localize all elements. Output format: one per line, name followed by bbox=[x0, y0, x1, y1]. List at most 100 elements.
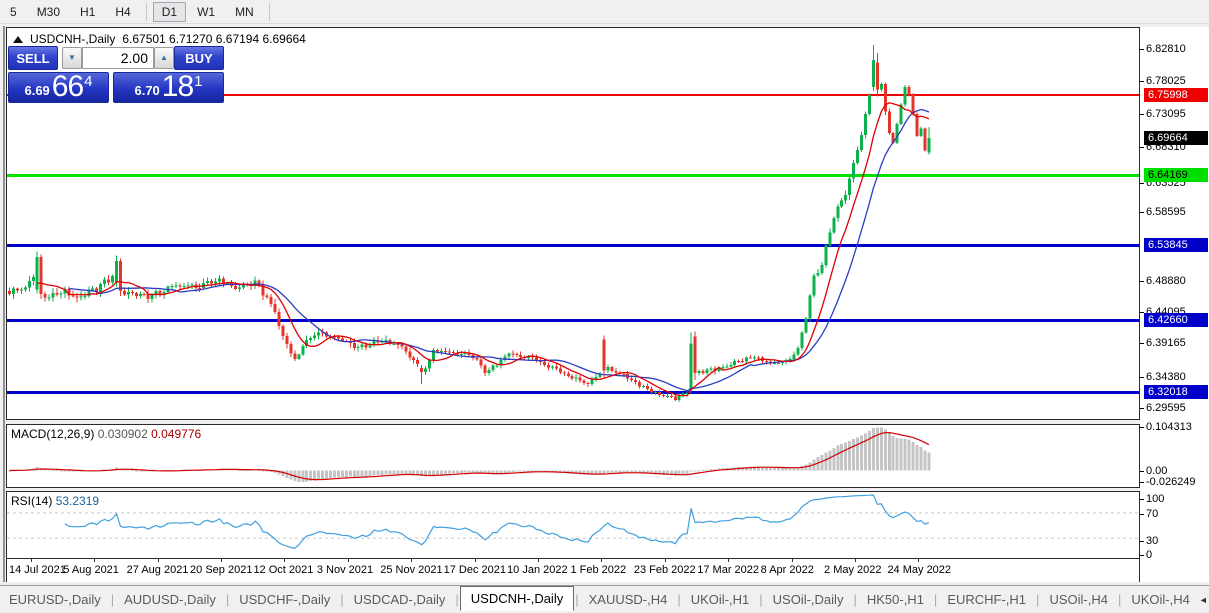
axis-tick bbox=[1140, 541, 1144, 542]
time-axis-tick bbox=[221, 559, 223, 562]
timeframe-d1-button[interactable]: D1 bbox=[152, 1, 187, 22]
horizontal-level-line bbox=[7, 319, 1139, 322]
tab-separator: | bbox=[759, 592, 763, 607]
timeframe-mn-button[interactable]: MN bbox=[235, 4, 254, 19]
chart-tab-usoil-h4[interactable]: USOil-,H4 bbox=[1049, 592, 1108, 607]
indicator-axis-label: 30 bbox=[1146, 535, 1159, 547]
time-axis-label: 27 Aug 2021 bbox=[126, 564, 189, 576]
price-chart-canvas bbox=[7, 45, 1139, 403]
chart-tab-bar: EURUSD-,Daily | AUDUSD-,Daily | USDCHF-,Dail… bbox=[0, 585, 1209, 613]
axis-tick bbox=[1140, 427, 1144, 428]
rsi-panel[interactable]: RSI(14) 53.2319 bbox=[6, 491, 1140, 559]
axis-tick bbox=[1140, 408, 1144, 409]
buy-price-pip-digit: 1 bbox=[194, 73, 203, 90]
level-price-badge: 6.53845 bbox=[1144, 237, 1208, 252]
timeframe-toolbar: 5 M30 H1 H4 D1 W1 MN bbox=[0, 0, 1209, 24]
time-axis-tick bbox=[474, 559, 476, 562]
time-axis-tick bbox=[284, 559, 286, 562]
sell-price-button[interactable]: 6.69 66 4 bbox=[8, 72, 109, 103]
macd-canvas bbox=[8, 427, 931, 483]
rsi-canvas bbox=[7, 494, 1139, 549]
volume-decrease-button[interactable]: ▼ bbox=[62, 47, 82, 69]
time-axis-label: 8 Apr 2022 bbox=[760, 564, 814, 576]
tab-separator: | bbox=[340, 592, 344, 607]
price-axis-label: 6.82810 bbox=[1146, 43, 1186, 55]
time-axis-tick bbox=[157, 559, 159, 562]
tab-separator: | bbox=[455, 592, 459, 607]
tab-separator: | bbox=[933, 592, 938, 607]
axis-tick bbox=[1140, 212, 1144, 213]
time-axis-tick bbox=[791, 559, 793, 562]
symbol-marker-icon bbox=[13, 35, 23, 43]
sell-button[interactable]: SELL bbox=[8, 46, 58, 70]
time-axis-tick bbox=[601, 559, 603, 562]
time-axis-label: 12 Oct 2021 bbox=[253, 564, 314, 576]
macd-label: MACD(12,26,9) 0.030902 0.049776 bbox=[11, 427, 201, 441]
timeframe-h4-button[interactable]: H4 bbox=[115, 4, 131, 19]
axis-tick bbox=[1140, 471, 1144, 472]
price-axis[interactable]: 6.82810 6.78025 6.73095 6.68310 6.63525 6.585… bbox=[1140, 27, 1209, 582]
timeframe-h1-button[interactable]: H1 bbox=[80, 4, 96, 19]
time-axis-label: 24 May 2022 bbox=[887, 564, 952, 576]
axis-tick bbox=[1140, 147, 1144, 148]
level-price-badge: 6.75998 bbox=[1144, 87, 1208, 102]
chart-tab-xauusd-h4[interactable]: XAUUSD-,H4 bbox=[588, 592, 668, 607]
axis-tick bbox=[1140, 377, 1144, 378]
chart-tab-usdcad-daily[interactable]: USDCAD-,Daily bbox=[353, 592, 446, 607]
volume-increase-button[interactable]: ▲ bbox=[154, 47, 174, 69]
tab-scroll-left-icon[interactable]: ◄ bbox=[1198, 594, 1208, 605]
timeframe-w1-button[interactable]: W1 bbox=[197, 4, 216, 19]
axis-tick bbox=[1140, 482, 1144, 483]
chart-tab-hk50-h1[interactable]: HK50-,H1 bbox=[866, 592, 924, 607]
macd-name: MACD(12,26,9) bbox=[11, 427, 95, 441]
buy-button[interactable]: BUY bbox=[174, 46, 224, 70]
rsi-label: RSI(14) 53.2319 bbox=[11, 494, 99, 508]
tabs-container: EURUSD-,Daily | AUDUSD-,Daily | USDCHF-,Dail… bbox=[0, 586, 1199, 611]
tab-separator: | bbox=[110, 592, 115, 607]
time-axis-tick bbox=[918, 559, 920, 562]
time-axis-tick bbox=[664, 559, 666, 562]
timeframe-m30-button[interactable]: M30 bbox=[36, 4, 61, 19]
chart-tab-eurchf-h1[interactable]: EURCHF-,H1 bbox=[947, 592, 1027, 607]
indicator-axis-label: -0.026249 bbox=[1146, 476, 1196, 488]
price-axis-label: 6.39165 bbox=[1146, 337, 1186, 349]
axis-tick bbox=[1140, 81, 1144, 82]
indicator-axis-label: 0 bbox=[1146, 549, 1153, 561]
chart-tab-eurusd-daily[interactable]: EURUSD-,Daily bbox=[9, 592, 101, 607]
chart-header: USDCNH-,Daily 6.67501 6.71270 6.67194 6.… bbox=[13, 32, 306, 46]
time-axis-label: 2 May 2022 bbox=[824, 564, 882, 576]
window-frame bbox=[3, 26, 5, 582]
sell-price-prefix: 6.69 bbox=[24, 83, 50, 98]
price-axis-label: 6.78025 bbox=[1146, 75, 1186, 87]
horizontal-level-line bbox=[7, 94, 1139, 96]
timeframe-m15-button[interactable]: 5 bbox=[10, 4, 17, 19]
indicator-axis-label: 100 bbox=[1146, 493, 1165, 505]
time-axis-label: 25 Nov 2021 bbox=[380, 564, 443, 576]
indicator-axis-label: 0.00 bbox=[1146, 465, 1168, 477]
time-axis-tick bbox=[347, 559, 349, 562]
time-axis-label: 23 Feb 2022 bbox=[633, 564, 696, 576]
axis-tick bbox=[1140, 281, 1144, 282]
buy-price-prefix: 6.70 bbox=[134, 83, 160, 98]
tab-separator: | bbox=[677, 592, 681, 607]
chart-tab-ukoil-h1[interactable]: UKOil-,H1 bbox=[690, 592, 750, 607]
axis-tick bbox=[1140, 514, 1144, 515]
chart-tab-usdchf-daily[interactable]: USDCHF-,Daily bbox=[239, 592, 331, 607]
chart-tab-audusd-daily[interactable]: AUDUSD-,Daily bbox=[124, 592, 216, 607]
indicator-axis-label: 70 bbox=[1146, 508, 1159, 520]
chart-tab-usoil-daily[interactable]: USOil-,Daily bbox=[772, 592, 844, 607]
buy-price-button[interactable]: 6.70 18 1 bbox=[113, 72, 224, 103]
rsi-name: RSI(14) bbox=[11, 494, 53, 508]
volume-input[interactable]: 2.00 bbox=[82, 47, 154, 69]
chart-tab-ukoil-h4[interactable]: UKOil-,H4 bbox=[1131, 592, 1190, 607]
tab-separator: | bbox=[1117, 592, 1122, 607]
chart-tab-usdcnh-daily[interactable]: USDCNH-,Daily bbox=[459, 586, 575, 611]
time-axis-tick bbox=[411, 559, 413, 562]
sell-price-pip-digit: 4 bbox=[84, 73, 93, 90]
price-axis-label: 6.73095 bbox=[1146, 108, 1186, 120]
axis-tick bbox=[1140, 343, 1144, 344]
macd-panel[interactable]: MACD(12,26,9) 0.030902 0.049776 bbox=[6, 424, 1140, 488]
time-axis-label: 1 Feb 2022 bbox=[570, 564, 627, 576]
time-axis[interactable]: 14 Jul 2021 5 Aug 2021 27 Aug 2021 20 Sep 2… bbox=[6, 559, 1140, 582]
sell-price-big-digits: 66 bbox=[51, 70, 84, 103]
